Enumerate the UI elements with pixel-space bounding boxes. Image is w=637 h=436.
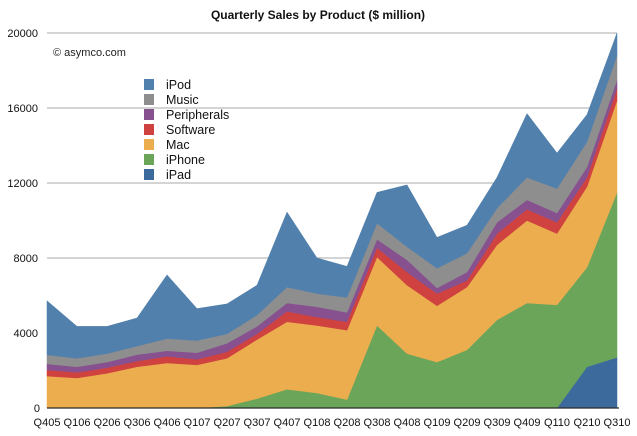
y-tick-label: 0 [34, 403, 40, 415]
legend-swatch-mac [144, 139, 154, 150]
legend-swatch-ipad [144, 169, 154, 180]
x-tick-label: Q306 [124, 417, 151, 429]
x-tick-label: Q407 [274, 417, 301, 429]
x-tick-label: Q209 [454, 417, 481, 429]
x-tick-label: Q108 [304, 417, 331, 429]
x-tick-label: Q106 [64, 417, 91, 429]
x-tick-label: Q406 [154, 417, 181, 429]
x-tick-label: Q207 [214, 417, 241, 429]
x-tick-label: Q110 [544, 417, 570, 429]
legend-swatch-iphone [144, 154, 154, 165]
y-tick-label: 20000 [7, 28, 38, 40]
x-tick-label: Q307 [244, 417, 271, 429]
y-axis-ticks: 0 4000 8000 12000 16000 20000 [7, 28, 40, 415]
area-ipod [46, 32, 618, 359]
x-tick-label: Q206 [94, 417, 121, 429]
x-axis-ticks: Q405 Q106 Q206 Q306 Q406 Q107 Q207 Q307 Q407 Q108… [34, 417, 631, 429]
legend-label-music: Music [166, 93, 199, 107]
x-tick-label: Q107 [184, 417, 211, 429]
x-tick-label: Q405 [34, 417, 61, 429]
x-tick-label: Q310 [604, 417, 631, 429]
credit-text: © asymco.com [53, 47, 126, 59]
y-tick-label: 8000 [14, 253, 38, 265]
x-tick-label: Q109 [424, 417, 451, 429]
y-tick-label: 4000 [14, 328, 38, 340]
x-tick-label: Q409 [514, 417, 541, 429]
y-tick-label: 16000 [7, 103, 38, 115]
x-tick-label: Q208 [334, 417, 361, 429]
legend-label-ipod: iPod [166, 78, 191, 92]
area-series [46, 32, 618, 409]
legend-label-iphone: iPhone [166, 153, 205, 167]
legend-swatch-ipod [144, 79, 154, 90]
legend-swatch-peripherals [144, 109, 154, 120]
x-tick-label: Q308 [364, 417, 391, 429]
legend-label-mac: Mac [166, 138, 190, 152]
legend-label-peripherals: Peripherals [166, 108, 229, 122]
chart-title: Quarterly Sales by Product ($ million) [211, 8, 425, 22]
legend-label-software: Software [166, 123, 215, 137]
legend: iPodMusicPeripheralsSoftwareMaciPhoneiPa… [144, 78, 229, 182]
x-tick-label: Q210 [574, 417, 601, 429]
legend-swatch-software [144, 124, 154, 135]
x-tick-label: Q408 [394, 417, 421, 429]
x-tick-label: Q309 [484, 417, 511, 429]
legend-label-ipad: iPad [166, 168, 191, 182]
legend-swatch-music [144, 94, 154, 105]
y-tick-label: 12000 [7, 178, 38, 190]
